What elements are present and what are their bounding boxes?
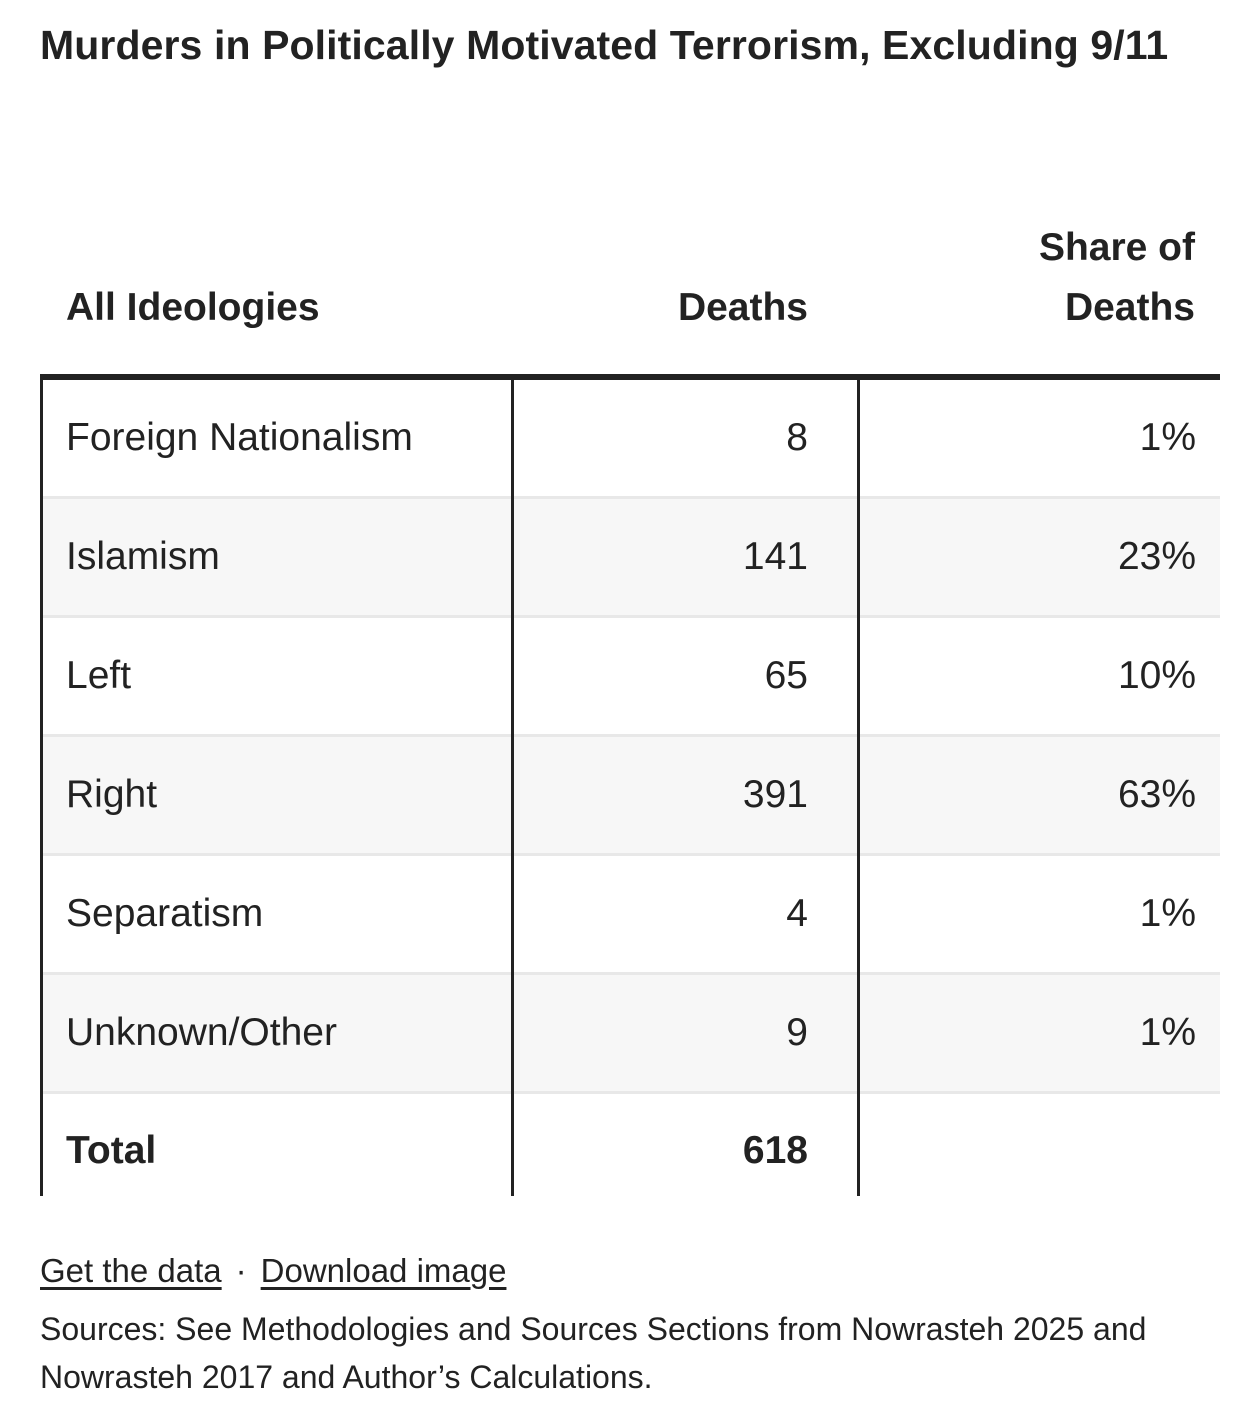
get-data-link[interactable]: Get the data <box>40 1252 222 1289</box>
deaths-cell: 391 <box>742 773 808 816</box>
deaths-cell: 8 <box>786 416 808 459</box>
share-cell: 63% <box>1117 773 1196 816</box>
total-label: Total <box>66 1129 157 1172</box>
share-cell: 1% <box>1139 416 1196 459</box>
footer-links: Get the data · Download image <box>40 1252 506 1290</box>
column-divider-1 <box>511 380 514 1196</box>
ideology-cell: Unknown/Other <box>66 1011 337 1054</box>
deaths-cell: 9 <box>786 1011 808 1054</box>
total-share <box>858 1094 1196 1208</box>
data-table: Foreign Nationalism 8 1% Islamism 141 23… <box>40 374 1220 1208</box>
deaths-cell: 4 <box>786 892 808 935</box>
column-header-deaths: Deaths <box>677 286 808 329</box>
share-cell: 23% <box>1117 535 1196 578</box>
ideology-cell: Right <box>66 773 158 816</box>
column-header-ideology: All Ideologies <box>66 286 320 329</box>
table-row: Unknown/Other 9 1% <box>40 975 1220 1094</box>
total-deaths: 618 <box>742 1129 808 1172</box>
ideology-cell: Foreign Nationalism <box>66 416 413 459</box>
deaths-cell: 65 <box>764 654 808 697</box>
table-row: Islamism 141 23% <box>40 499 1220 618</box>
table-left-border <box>40 380 43 1196</box>
deaths-cell: 141 <box>742 535 808 578</box>
share-cell: 10% <box>1117 654 1196 697</box>
share-cell: 1% <box>1139 892 1196 935</box>
ideology-cell: Separatism <box>66 892 264 935</box>
column-header-share: Share of Deaths <box>1038 226 1195 329</box>
sources-note: Sources: See Methodologies and Sources S… <box>40 1311 1147 1395</box>
ideology-cell: Islamism <box>66 535 220 578</box>
chart-title: Murders in Politically Motivated Terrori… <box>40 22 1169 68</box>
link-separator: · <box>235 1252 247 1289</box>
table-row: Left 65 10% <box>40 618 1220 737</box>
download-image-link[interactable]: Download image <box>260 1252 507 1289</box>
share-cell: 1% <box>1139 1011 1196 1054</box>
table-row: Right 391 63% <box>40 737 1220 856</box>
table-row: Foreign Nationalism 8 1% <box>40 380 1220 499</box>
column-divider-2 <box>857 380 860 1196</box>
total-row: Total 618 <box>40 1094 1220 1208</box>
table-header: All Ideologies Deaths Share of Deaths <box>40 222 1220 374</box>
ideology-cell: Left <box>66 654 132 697</box>
table-row: Separatism 4 1% <box>40 856 1220 975</box>
